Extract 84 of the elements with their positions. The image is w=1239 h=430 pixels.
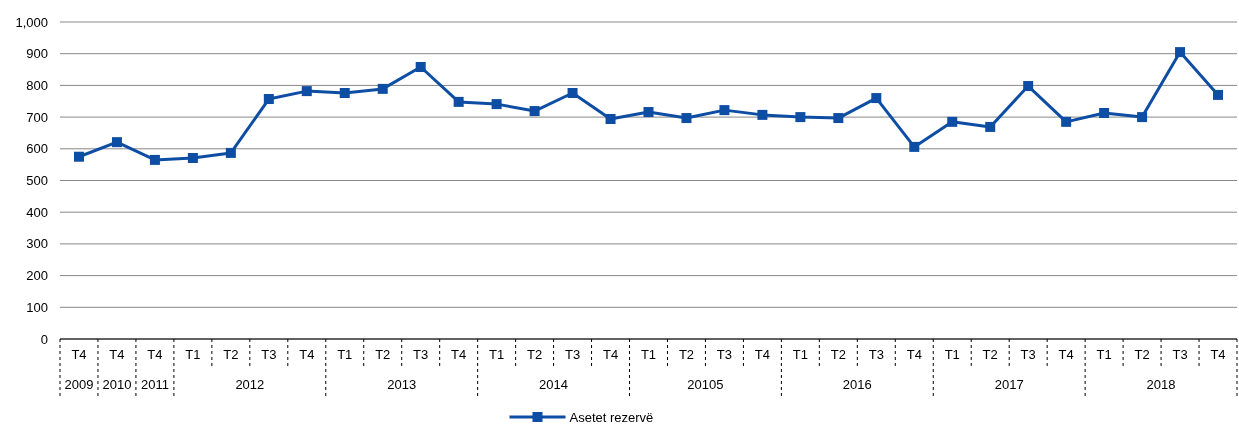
- y-tick-label: 0: [40, 331, 48, 347]
- point: [909, 141, 920, 152]
- point: [529, 106, 540, 117]
- point: [263, 94, 274, 105]
- text: 2017: [994, 377, 1024, 392]
- x-tick-label: T1: [944, 347, 960, 362]
- point: [301, 86, 312, 97]
- x-tick-label: T4: [451, 347, 467, 362]
- point: [225, 147, 236, 158]
- point: [415, 62, 426, 73]
- point: [643, 107, 654, 118]
- point: [1061, 116, 1072, 127]
- text: 2011: [140, 377, 169, 392]
- text: 2013: [387, 377, 417, 392]
- point: [1213, 89, 1224, 100]
- point: [1175, 47, 1186, 58]
- y-tick-label: 100: [26, 299, 48, 315]
- x-tick-label: T2: [982, 347, 998, 362]
- y-tick-label: 400: [26, 204, 48, 220]
- point: [1099, 107, 1110, 118]
- text: 20105: [687, 377, 724, 392]
- x-tick-label: T2: [830, 347, 846, 362]
- x-tick-label: T1: [337, 347, 353, 362]
- y-tick-label: 300: [26, 236, 48, 252]
- point: [871, 93, 882, 104]
- x-tick-label: T1: [1096, 347, 1112, 362]
- y-tick-label: 800: [26, 77, 48, 93]
- point: [757, 109, 768, 120]
- point: [567, 88, 578, 99]
- x-tick-label: T1: [640, 347, 657, 362]
- x-tick-label: T3: [564, 347, 581, 362]
- point: [187, 152, 198, 163]
- x-tick-label: T1: [792, 347, 808, 362]
- x-tick-label: T2: [678, 347, 695, 362]
- x-tick-label: T2: [223, 347, 239, 362]
- x-tick-label: T3: [868, 347, 884, 362]
- x-tick-label: T4: [147, 347, 163, 362]
- legend-label: Asetet rezervë: [569, 410, 654, 425]
- x-tick-label: T4: [602, 347, 619, 362]
- x-tick-label: T4: [299, 347, 315, 362]
- text: 2018: [1146, 377, 1176, 392]
- point: [947, 116, 958, 127]
- y-tick-label: 700: [26, 109, 48, 125]
- y-tick-label: 900: [26, 46, 48, 62]
- x-tick-label: T2: [1134, 347, 1150, 362]
- x-tick-label: T4: [109, 347, 125, 362]
- x-tick-label: T3: [413, 347, 429, 362]
- point: [1137, 112, 1148, 123]
- y-tick-label: 1,000: [15, 14, 48, 30]
- point: [339, 88, 350, 99]
- y-tick-label: 200: [26, 268, 48, 284]
- x-tick-label: T3: [1020, 347, 1036, 362]
- x-tick-label: T3: [1172, 347, 1188, 362]
- point: [719, 105, 730, 116]
- text: 2012: [235, 377, 265, 392]
- x-tick-label: T1: [185, 347, 201, 362]
- point: [605, 114, 616, 124]
- point: [491, 99, 502, 110]
- point: [149, 154, 160, 165]
- point: [795, 112, 806, 123]
- point: [681, 113, 692, 124]
- x-tick-label: T1: [489, 347, 505, 362]
- x-tick-label: T4: [754, 347, 770, 362]
- x-tick-label: T4: [1058, 347, 1074, 362]
- x-tick-label: T4: [71, 347, 87, 362]
- point: [1023, 81, 1034, 92]
- y-tick-label: 600: [26, 141, 48, 157]
- point: [985, 121, 996, 132]
- x-tick-label: T4: [1210, 347, 1226, 362]
- x-tick-label: T3: [716, 347, 733, 362]
- point: [453, 96, 464, 107]
- text: 2014: [539, 377, 569, 392]
- text: 2009: [64, 377, 94, 392]
- text: 2016: [842, 377, 872, 392]
- point: [111, 137, 122, 148]
- x-tick-label: T3: [261, 347, 277, 362]
- point: [377, 83, 388, 94]
- x-tick-label: T4: [906, 347, 922, 362]
- x-tick-label: T2: [375, 347, 391, 362]
- point: [73, 151, 84, 162]
- point: [833, 113, 844, 124]
- y-tick-label: 500: [26, 173, 48, 189]
- x-tick-label: T2: [527, 347, 543, 362]
- text: 2010: [102, 377, 132, 392]
